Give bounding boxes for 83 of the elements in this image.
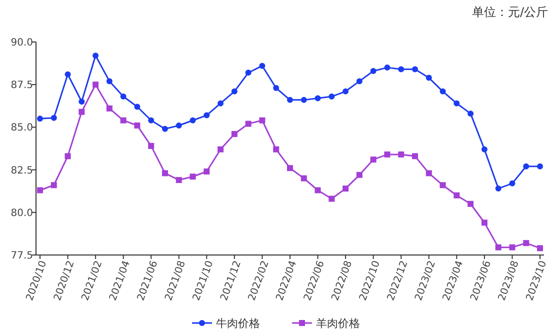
point (106, 105, 112, 112)
point (231, 88, 238, 94)
y-tick-label: 87.5 (10, 80, 33, 92)
point (300, 175, 307, 182)
point (273, 146, 280, 152)
point (314, 187, 321, 194)
y-tick-label: 90.0 (10, 38, 33, 48)
point (50, 182, 57, 188)
point (342, 88, 349, 94)
point (412, 153, 418, 160)
point (426, 74, 432, 81)
point (162, 126, 168, 132)
point (537, 245, 543, 252)
point (454, 192, 460, 198)
y-tick-label: 85.0 (10, 122, 33, 134)
point (273, 85, 280, 92)
point (37, 187, 43, 194)
point (148, 117, 154, 124)
point (300, 96, 307, 103)
point (412, 66, 418, 72)
point (495, 186, 502, 192)
point (92, 52, 99, 59)
point (398, 66, 404, 72)
point (328, 196, 335, 202)
legend-label: 羊肉价格 (316, 316, 360, 330)
point (481, 220, 488, 226)
point (64, 153, 71, 160)
point (176, 122, 182, 128)
point (426, 170, 432, 176)
point (259, 62, 266, 69)
legend-label: 牛肉价格 (216, 316, 260, 330)
point (440, 88, 446, 94)
point (134, 104, 140, 110)
point (134, 122, 140, 128)
point (245, 70, 252, 76)
y-tick-label: 77.5 (10, 250, 33, 262)
y-tick-label: 82.5 (10, 165, 33, 176)
text: 单位：元/公斤 (472, 5, 548, 19)
point (78, 108, 85, 115)
point (468, 110, 474, 117)
point (468, 200, 474, 207)
point (509, 180, 516, 186)
point (176, 177, 182, 184)
point (398, 151, 404, 158)
point (440, 182, 446, 188)
point (356, 78, 362, 84)
point (384, 151, 390, 158)
point (454, 100, 460, 106)
point (218, 100, 224, 106)
point (245, 120, 252, 127)
point (148, 142, 154, 149)
point (204, 112, 210, 118)
point (92, 82, 99, 88)
point (190, 174, 196, 180)
point (342, 186, 349, 192)
point (64, 71, 71, 78)
point (509, 244, 516, 250)
point (204, 168, 210, 175)
point (356, 172, 362, 178)
point (523, 163, 530, 170)
point (162, 170, 168, 176)
point (370, 68, 376, 74)
point (37, 116, 43, 122)
point (50, 114, 57, 121)
point (218, 146, 224, 152)
point (523, 240, 530, 246)
point (287, 96, 293, 103)
point (120, 94, 126, 100)
point (259, 117, 266, 124)
point (495, 244, 502, 250)
point (106, 78, 112, 84)
point (190, 117, 196, 124)
point (78, 98, 85, 105)
point (537, 163, 543, 170)
y-tick-label: 80.0 (10, 208, 33, 219)
point (481, 146, 488, 152)
point (287, 165, 293, 172)
point (120, 117, 126, 124)
point (231, 131, 238, 138)
point (370, 156, 376, 163)
point (384, 64, 390, 71)
point (328, 94, 335, 100)
point (314, 95, 321, 102)
